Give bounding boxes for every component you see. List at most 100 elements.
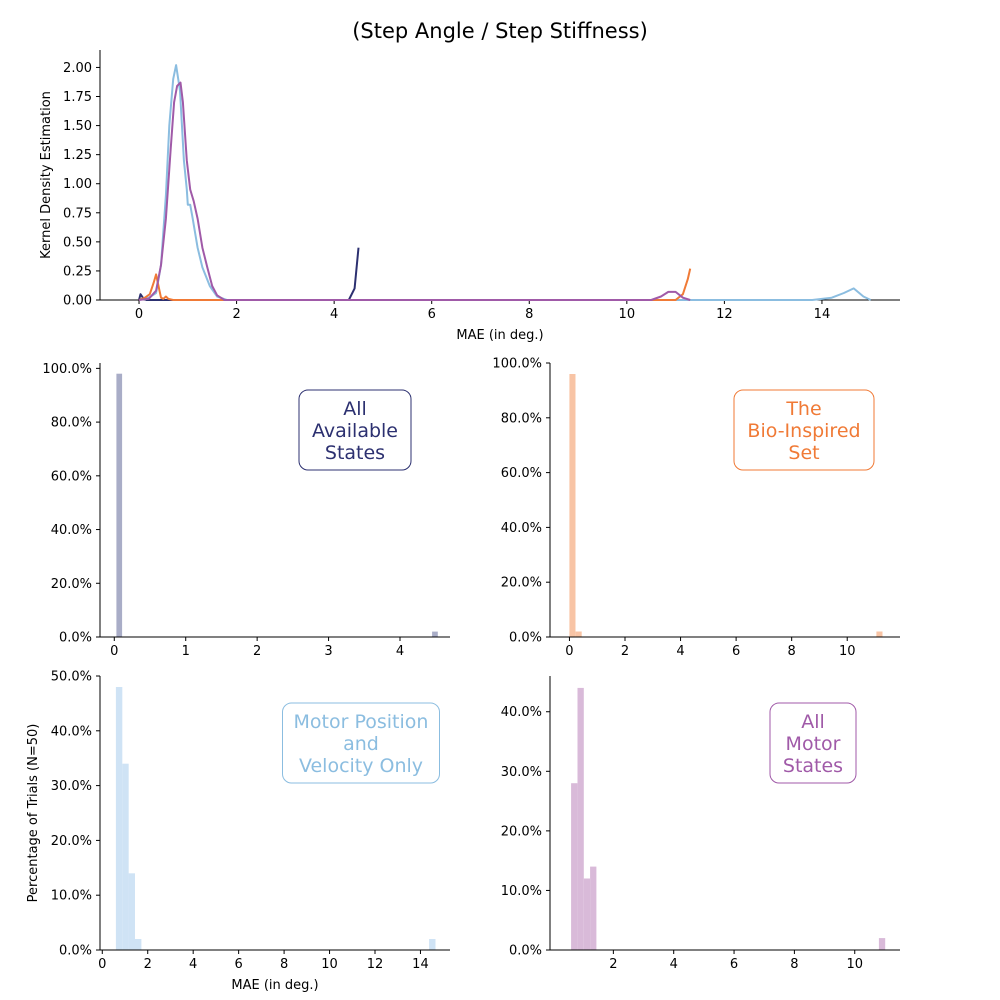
kde-y-tick-label: 1.25 bbox=[63, 148, 92, 163]
kde-x-axis-label: MAE (in deg.) bbox=[456, 328, 543, 343]
hist-x-tick-label: 12 bbox=[367, 957, 384, 972]
hist-y-tick-label: 0.0% bbox=[509, 631, 542, 646]
kde-x-tick-label: 8 bbox=[525, 307, 533, 322]
hist-x-tick-label: 2 bbox=[609, 957, 617, 972]
hist-x-tick-label: 0 bbox=[98, 957, 106, 972]
kde-x-tick-label: 4 bbox=[330, 307, 338, 322]
hist-x-tick-label: 8 bbox=[790, 957, 798, 972]
legend-label-line: All bbox=[343, 398, 367, 420]
kde-y-tick-label: 0.25 bbox=[63, 264, 92, 279]
hist-y-tick-label: 100.0% bbox=[492, 357, 542, 372]
hist-bar bbox=[115, 687, 123, 950]
hist-x-tick-label: 0 bbox=[110, 644, 118, 659]
hist-bio-inspired-set-panel: 0 2 4 6 8 100.0%20.0%40.0%60.0%80.0%100.0%The… bbox=[492, 357, 900, 659]
hist-x-tick-label: 10 bbox=[321, 957, 338, 972]
kde-y-axis-label: Kernel Density Estimation bbox=[39, 91, 54, 259]
legend-label-line: All bbox=[801, 711, 825, 733]
hist-x-tick-label: 1 bbox=[182, 644, 190, 659]
hist-x-tick-label: 6 bbox=[732, 644, 740, 659]
hist-bar bbox=[116, 373, 123, 637]
hist-y-tick-label: 80.0% bbox=[501, 411, 542, 426]
hist-x-tick-label: 2 bbox=[621, 644, 629, 659]
hist-y-axis-label: Percentage of Trials (N=50) bbox=[26, 724, 41, 903]
kde-x-tick-label: 10 bbox=[619, 307, 636, 322]
legend-label-line: Available bbox=[312, 420, 398, 442]
hist-x-tick-label: 2 bbox=[144, 957, 152, 972]
hist-bar bbox=[590, 866, 597, 950]
hist-bar bbox=[583, 878, 591, 950]
hist-y-tick-label: 0.0% bbox=[59, 944, 92, 959]
legend-box bbox=[298, 389, 412, 471]
hist-x-tick-label: 10 bbox=[846, 957, 863, 972]
hist-x-tick-label: 2 bbox=[253, 644, 261, 659]
legend-label-line: Motor Position bbox=[294, 711, 429, 733]
hist-x-tick-label: 10 bbox=[839, 644, 856, 659]
kde-series-line bbox=[138, 81, 691, 301]
hist-y-tick-label: 10.0% bbox=[51, 889, 92, 904]
hist-y-tick-label: 50.0% bbox=[51, 670, 92, 685]
hist-bar bbox=[569, 374, 576, 637]
kde-x-tick-label: 12 bbox=[716, 307, 733, 322]
hist-bar bbox=[878, 938, 886, 950]
kde-series-line bbox=[138, 247, 360, 301]
kde-series-line bbox=[138, 268, 692, 301]
legend-box bbox=[282, 702, 440, 784]
hist-bar bbox=[429, 939, 436, 950]
hist-y-tick-label: 40.0% bbox=[501, 705, 542, 720]
figure-title: (Step Angle / Step Stiffness) bbox=[352, 19, 648, 43]
hist-bar bbox=[575, 631, 582, 637]
hist-bar bbox=[571, 783, 578, 950]
hist-y-tick-label: 0.0% bbox=[59, 631, 92, 646]
hist-x-tick-label: 6 bbox=[730, 957, 738, 972]
hist-y-tick-label: 30.0% bbox=[501, 765, 542, 780]
kde-panel: 0 2 4 6 8 10 12 14 0.00 0.25 0.50 0.75 1.00 1.25 1.50 1… bbox=[39, 50, 900, 343]
hist-y-tick-label: 20.0% bbox=[51, 577, 92, 592]
legend-label-line: States bbox=[783, 755, 843, 777]
hist-x-tick-label: 4 bbox=[396, 644, 404, 659]
legend-label-line: States bbox=[325, 442, 385, 464]
hist-all-available-states-panel: 0 1 2 3 40.0%20.0%40.0%60.0%80.0%100.0%All Av… bbox=[42, 362, 450, 659]
hist-bar bbox=[135, 939, 142, 950]
hist-y-tick-label: 30.0% bbox=[51, 779, 92, 794]
hist-y-tick-label: 20.0% bbox=[501, 576, 542, 591]
hist-y-tick-label: 60.0% bbox=[51, 469, 92, 484]
hist-x-tick-label: 4 bbox=[670, 957, 678, 972]
legend-label: The Bio-Inspired Set bbox=[747, 398, 860, 464]
kde-y-tick-label: 0.75 bbox=[63, 206, 92, 221]
hist-motor-position-velocity-panel: 0 2 4 6 8 10 12 14 0.0% 10.0% 20.0% 30.0% 40.0% 50.0%… bbox=[26, 670, 450, 993]
kde-series-line bbox=[138, 64, 872, 301]
kde-y-tick-label: 0.50 bbox=[63, 235, 92, 250]
kde-y-tick-label: 2.00 bbox=[63, 61, 92, 76]
hist-y-tick-label: 0.0% bbox=[509, 944, 542, 959]
hist-x-tick-label: 0 bbox=[565, 644, 573, 659]
hist-y-tick-label: 80.0% bbox=[51, 416, 92, 431]
hist-bar bbox=[432, 631, 438, 637]
hist-bar bbox=[876, 631, 883, 637]
hist-y-tick-label: 20.0% bbox=[501, 824, 542, 839]
hist-x-tick-label: 14 bbox=[412, 957, 429, 972]
legend-label-line: Velocity Only bbox=[299, 755, 423, 777]
hist-y-tick-label: 60.0% bbox=[501, 466, 542, 481]
hist-y-tick-label: 100.0% bbox=[42, 362, 92, 377]
hist-y-tick-label: 40.0% bbox=[51, 724, 92, 739]
legend-box bbox=[769, 702, 857, 784]
kde-x-tick-label: 0 bbox=[135, 307, 143, 322]
legend-label-line: and bbox=[343, 733, 379, 755]
hist-x-tick-label: 8 bbox=[788, 644, 796, 659]
hist-y-tick-label: 40.0% bbox=[51, 523, 92, 538]
legend-label: Motor Position and Velocity Only bbox=[294, 711, 429, 777]
legend-label: All Motor States bbox=[783, 711, 843, 777]
hist-bar bbox=[122, 763, 129, 950]
hist-x-tick-label: 3 bbox=[324, 644, 332, 659]
hist-x-axis-label: MAE (in deg.) bbox=[231, 978, 318, 993]
legend-label-line: Motor bbox=[786, 733, 841, 755]
hist-x-tick-label: 4 bbox=[189, 957, 197, 972]
hist-x-tick-label: 4 bbox=[676, 644, 684, 659]
hist-x-tick-label: 6 bbox=[234, 957, 242, 972]
kde-y-tick-label: 0.00 bbox=[63, 294, 92, 309]
hist-bar bbox=[577, 687, 584, 950]
kde-y-tick-label: 1.75 bbox=[63, 90, 92, 105]
hist-bar bbox=[128, 873, 135, 950]
legend-label-line: The bbox=[785, 398, 821, 420]
legend-label: All Available States bbox=[312, 398, 398, 464]
